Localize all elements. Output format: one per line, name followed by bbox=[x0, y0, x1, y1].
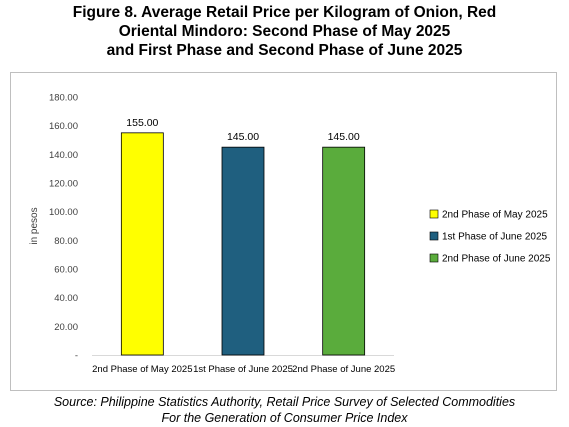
y-axis-label: in pesos bbox=[29, 207, 40, 244]
y-tick-label: 60.00 bbox=[54, 265, 78, 276]
bar bbox=[221, 146, 265, 356]
title-line-3: and First Phase and Second Phase of June… bbox=[106, 42, 463, 59]
data-label: 145.00 bbox=[227, 131, 259, 143]
y-tick-label: - bbox=[75, 351, 78, 362]
source-line-2: For the Generation of Consumer Price Ind… bbox=[161, 411, 408, 425]
data-label: 145.00 bbox=[328, 131, 360, 143]
legend-label: 1st Phase of June 2025 bbox=[442, 232, 548, 243]
title-line-1: Figure 8. Average Retail Price per Kilog… bbox=[72, 4, 497, 21]
legend-label: 2nd Phase of May 2025 bbox=[442, 210, 548, 221]
y-tick-label: 20.00 bbox=[54, 322, 78, 333]
y-tick-label: 140.00 bbox=[49, 150, 78, 161]
title-line-2: Oriental Mindoro: Second Phase of May 20… bbox=[118, 23, 451, 40]
x-tick-label: 2nd Phase of May 2025 bbox=[92, 364, 192, 375]
y-tick-label: 80.00 bbox=[54, 236, 78, 247]
y-tick-label: 160.00 bbox=[49, 121, 78, 132]
legend-label: 2nd Phase of June 2025 bbox=[442, 254, 551, 265]
y-tick-label: 180.00 bbox=[49, 93, 78, 104]
y-tick-label: 40.00 bbox=[54, 293, 78, 304]
bar bbox=[322, 146, 366, 356]
source-note: Source: Philippine Statistics Authority,… bbox=[0, 394, 569, 426]
legend-swatch bbox=[429, 231, 439, 241]
x-tick-label: 2nd Phase of June 2025 bbox=[292, 364, 395, 375]
y-tick-label: 120.00 bbox=[49, 179, 78, 190]
legend-swatch bbox=[429, 209, 439, 219]
source-line-1: Source: Philippine Statistics Authority,… bbox=[53, 395, 516, 409]
data-label: 155.00 bbox=[126, 117, 158, 129]
bar bbox=[120, 132, 164, 356]
x-tick-label: 1st Phase of June 2025 bbox=[193, 364, 293, 375]
y-tick-label: 100.00 bbox=[49, 207, 78, 218]
chart-frame bbox=[10, 72, 557, 391]
legend-swatch bbox=[429, 253, 439, 263]
chart-title: Figure 8. Average Retail Price per Kilog… bbox=[0, 3, 569, 60]
